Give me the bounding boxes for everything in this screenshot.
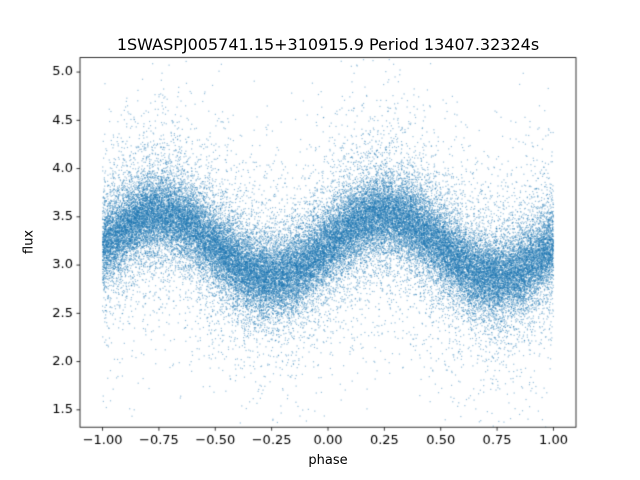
y-axis-label: flux: [21, 229, 37, 255]
chart-title: 1SWASPJ005741.15+310915.9 Period 13407.3…: [116, 35, 540, 54]
x-axis-label: phase: [308, 453, 348, 468]
